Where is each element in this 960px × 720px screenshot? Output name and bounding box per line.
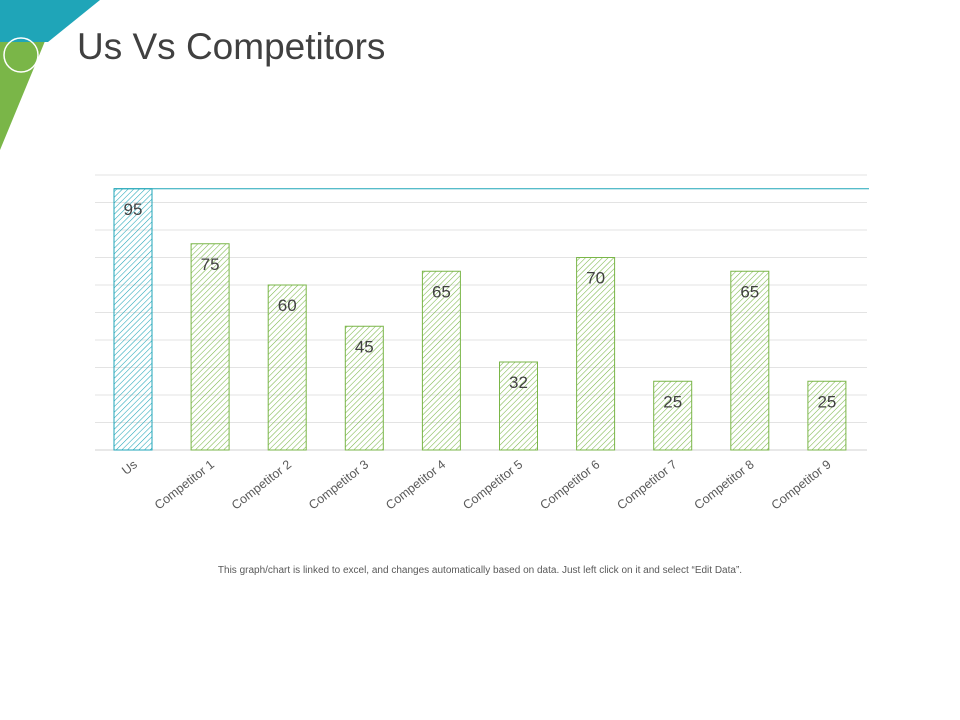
bar-competitor-4[interactable]: [421, 270, 461, 451]
x-tick-label: Competitor 1: [152, 457, 217, 512]
data-label: 70: [586, 269, 605, 288]
bar-competitor-8[interactable]: [730, 270, 770, 451]
bar-competitor-7[interactable]: [653, 380, 693, 451]
x-tick-label: Competitor 4: [383, 457, 448, 512]
x-tick-label: Competitor 2: [229, 457, 294, 512]
data-label: 32: [509, 373, 528, 392]
slide-title: Us Vs Competitors: [77, 26, 386, 67]
x-tick-label: Us: [119, 457, 140, 477]
x-tick-label: Competitor 6: [537, 457, 602, 512]
bar-us[interactable]: [113, 188, 153, 451]
circle-decoration-icon: [3, 37, 39, 73]
data-label: 75: [201, 255, 220, 274]
x-axis-tick-labels: Us Competitor 1 Competitor 2 Competitor 3 Co…: [119, 457, 834, 512]
data-label: 95: [124, 200, 143, 219]
footnote: This graph/chart is linked to excel, and…: [217, 565, 743, 576]
data-label: 65: [432, 282, 451, 301]
bar-competitor-5[interactable]: [499, 361, 538, 451]
x-tick-label: Competitor 5: [460, 457, 525, 512]
data-label: 45: [355, 337, 374, 356]
bars: [113, 188, 847, 451]
bar-competitor-2[interactable]: [267, 284, 307, 451]
data-label: 60: [278, 296, 297, 315]
x-tick-label: Competitor 7: [615, 457, 680, 512]
bar-competitor-1[interactable]: [190, 243, 230, 451]
x-tick-label: Competitor 8: [692, 457, 757, 512]
data-label: 25: [663, 392, 682, 411]
bar-competitor-3[interactable]: [344, 325, 384, 451]
data-labels: 95 75 60 45 65 32 70 25 65 25: [124, 200, 837, 412]
data-label: 65: [740, 282, 759, 301]
teal-corner-shape: [0, 0, 100, 42]
data-label: 25: [817, 392, 836, 411]
x-tick-label: Competitor 9: [769, 457, 834, 512]
bar-competitor-9[interactable]: [807, 380, 847, 451]
corner-decoration: [0, 0, 100, 150]
bar-competitor-6[interactable]: [576, 257, 616, 451]
x-tick-label: Competitor 3: [306, 457, 371, 512]
